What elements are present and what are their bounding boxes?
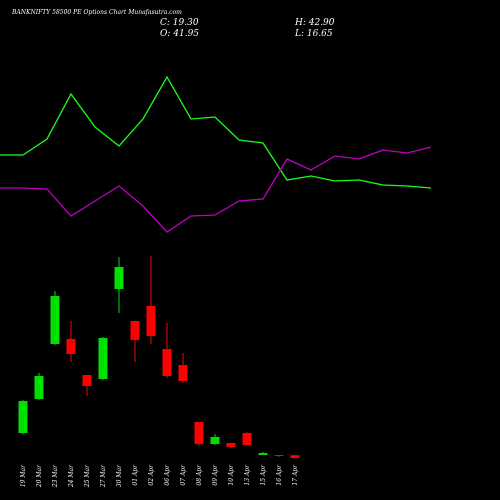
low-info: L: 16.65 [294, 29, 333, 39]
candle-body [98, 338, 108, 379]
high-info: H: 42.90 [294, 18, 335, 28]
x-tick-label: 16 Apr [276, 464, 283, 486]
candle-body [258, 453, 268, 455]
candle-body [210, 437, 220, 444]
candle-body [226, 443, 236, 447]
open-info: O: 41.95 [160, 29, 199, 39]
indicator-line [22, 75, 432, 189]
x-tick-label: 25 Mar [84, 464, 91, 488]
candle-body [50, 296, 60, 344]
indicator-line [22, 146, 432, 233]
x-tick-label: 07 Apr [180, 464, 187, 486]
candle-body [194, 422, 204, 444]
x-tick-label: 06 Apr [164, 464, 171, 486]
candle-body [146, 306, 156, 336]
candle-body [130, 321, 140, 340]
candle-body [18, 401, 28, 433]
x-tick-label: 19 Mar [20, 464, 27, 487]
candle-body [114, 267, 124, 289]
candle-body [242, 433, 252, 445]
x-tick-label: 24 Mar [68, 464, 75, 488]
x-tick-label: 13 Apr [244, 464, 251, 486]
x-tick-label: 27 Mar [100, 464, 107, 488]
x-tick-label: 09 Apr [212, 464, 219, 486]
x-tick-label: 15 Apr [260, 464, 267, 486]
candle-body [34, 376, 44, 399]
candle-body [66, 339, 76, 354]
x-tick-label: 20 Mar [36, 464, 43, 488]
candle-body [290, 455, 300, 459]
chart-title: BANKNIFTY 58500 PE Options Chart Munafas… [11, 9, 182, 16]
candle-body [82, 375, 92, 386]
candle-body [178, 365, 188, 381]
x-tick-label: 17 Apr [292, 464, 299, 486]
candle-body [162, 349, 172, 376]
close-info: C: 19.30 [160, 18, 199, 28]
x-tick-label: 30 Mar [116, 464, 123, 487]
x-tick-label: 08 Apr [196, 464, 203, 486]
x-tick-label: 10 Apr [228, 464, 235, 486]
x-tick-label: 02 Apr [148, 464, 155, 486]
candle-body [274, 455, 284, 456]
x-tick-label: 01 Apr [132, 464, 139, 486]
x-tick-label: 23 Mar [52, 464, 59, 488]
